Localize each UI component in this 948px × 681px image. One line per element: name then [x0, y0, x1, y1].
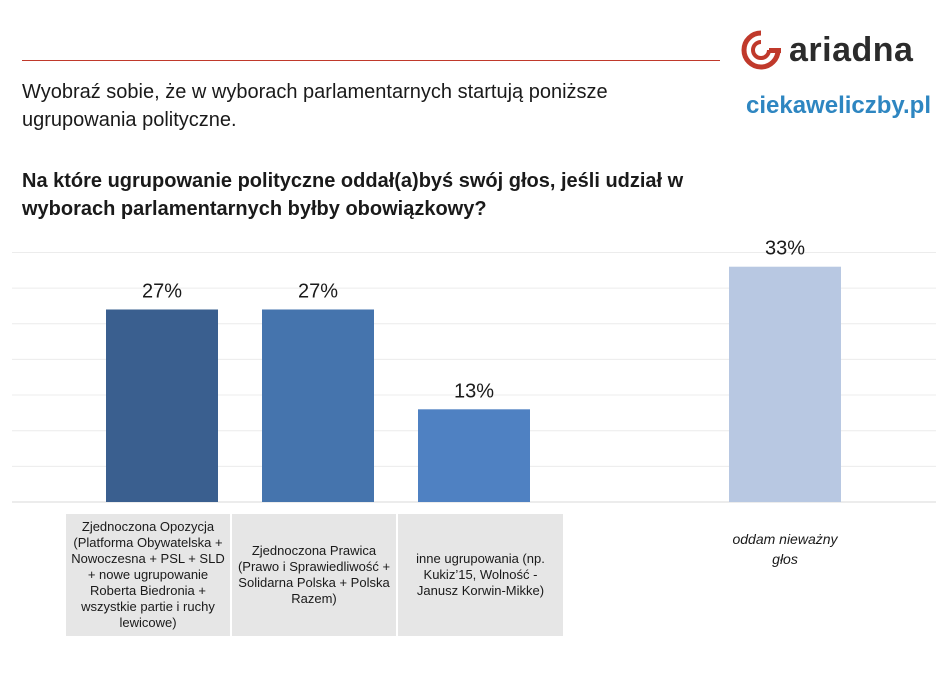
logo-text: ariadna — [789, 30, 914, 69]
value-label-1: 27% — [142, 280, 182, 302]
header-rule — [22, 60, 720, 61]
ariadna-logo-icon — [741, 30, 781, 70]
bar-3 — [418, 409, 530, 502]
bar-1 — [106, 309, 218, 502]
site-name: ciekaweliczby.pl — [746, 92, 931, 119]
intro-text: Wyobraź sobie, że w wyborach parlamentar… — [22, 81, 608, 131]
category-label-3: inne ugrupowania (np. Kukiz’15, Wolność … — [398, 514, 563, 636]
category-label-1: Zjednoczona Opozycja (Platforma Obywatel… — [66, 514, 230, 636]
bar-4 — [729, 266, 841, 502]
value-label-3: 13% — [454, 380, 494, 402]
ariadna-logo: ariadna — [739, 28, 913, 72]
chart-value-labels: 27% 27% 13% 33% — [142, 238, 805, 403]
value-label-4: 33% — [765, 238, 805, 260]
category-label-2: Zjednoczona Prawica (Prawo i Sprawiedliw… — [232, 514, 396, 636]
question-text: Na które ugrupowanie polityczne oddał(a)… — [22, 170, 684, 220]
chart-bars — [106, 266, 841, 502]
value-label-2: 27% — [298, 280, 338, 302]
category-label-4: oddam nieważny głos — [732, 531, 838, 567]
bar-2 — [262, 309, 374, 502]
